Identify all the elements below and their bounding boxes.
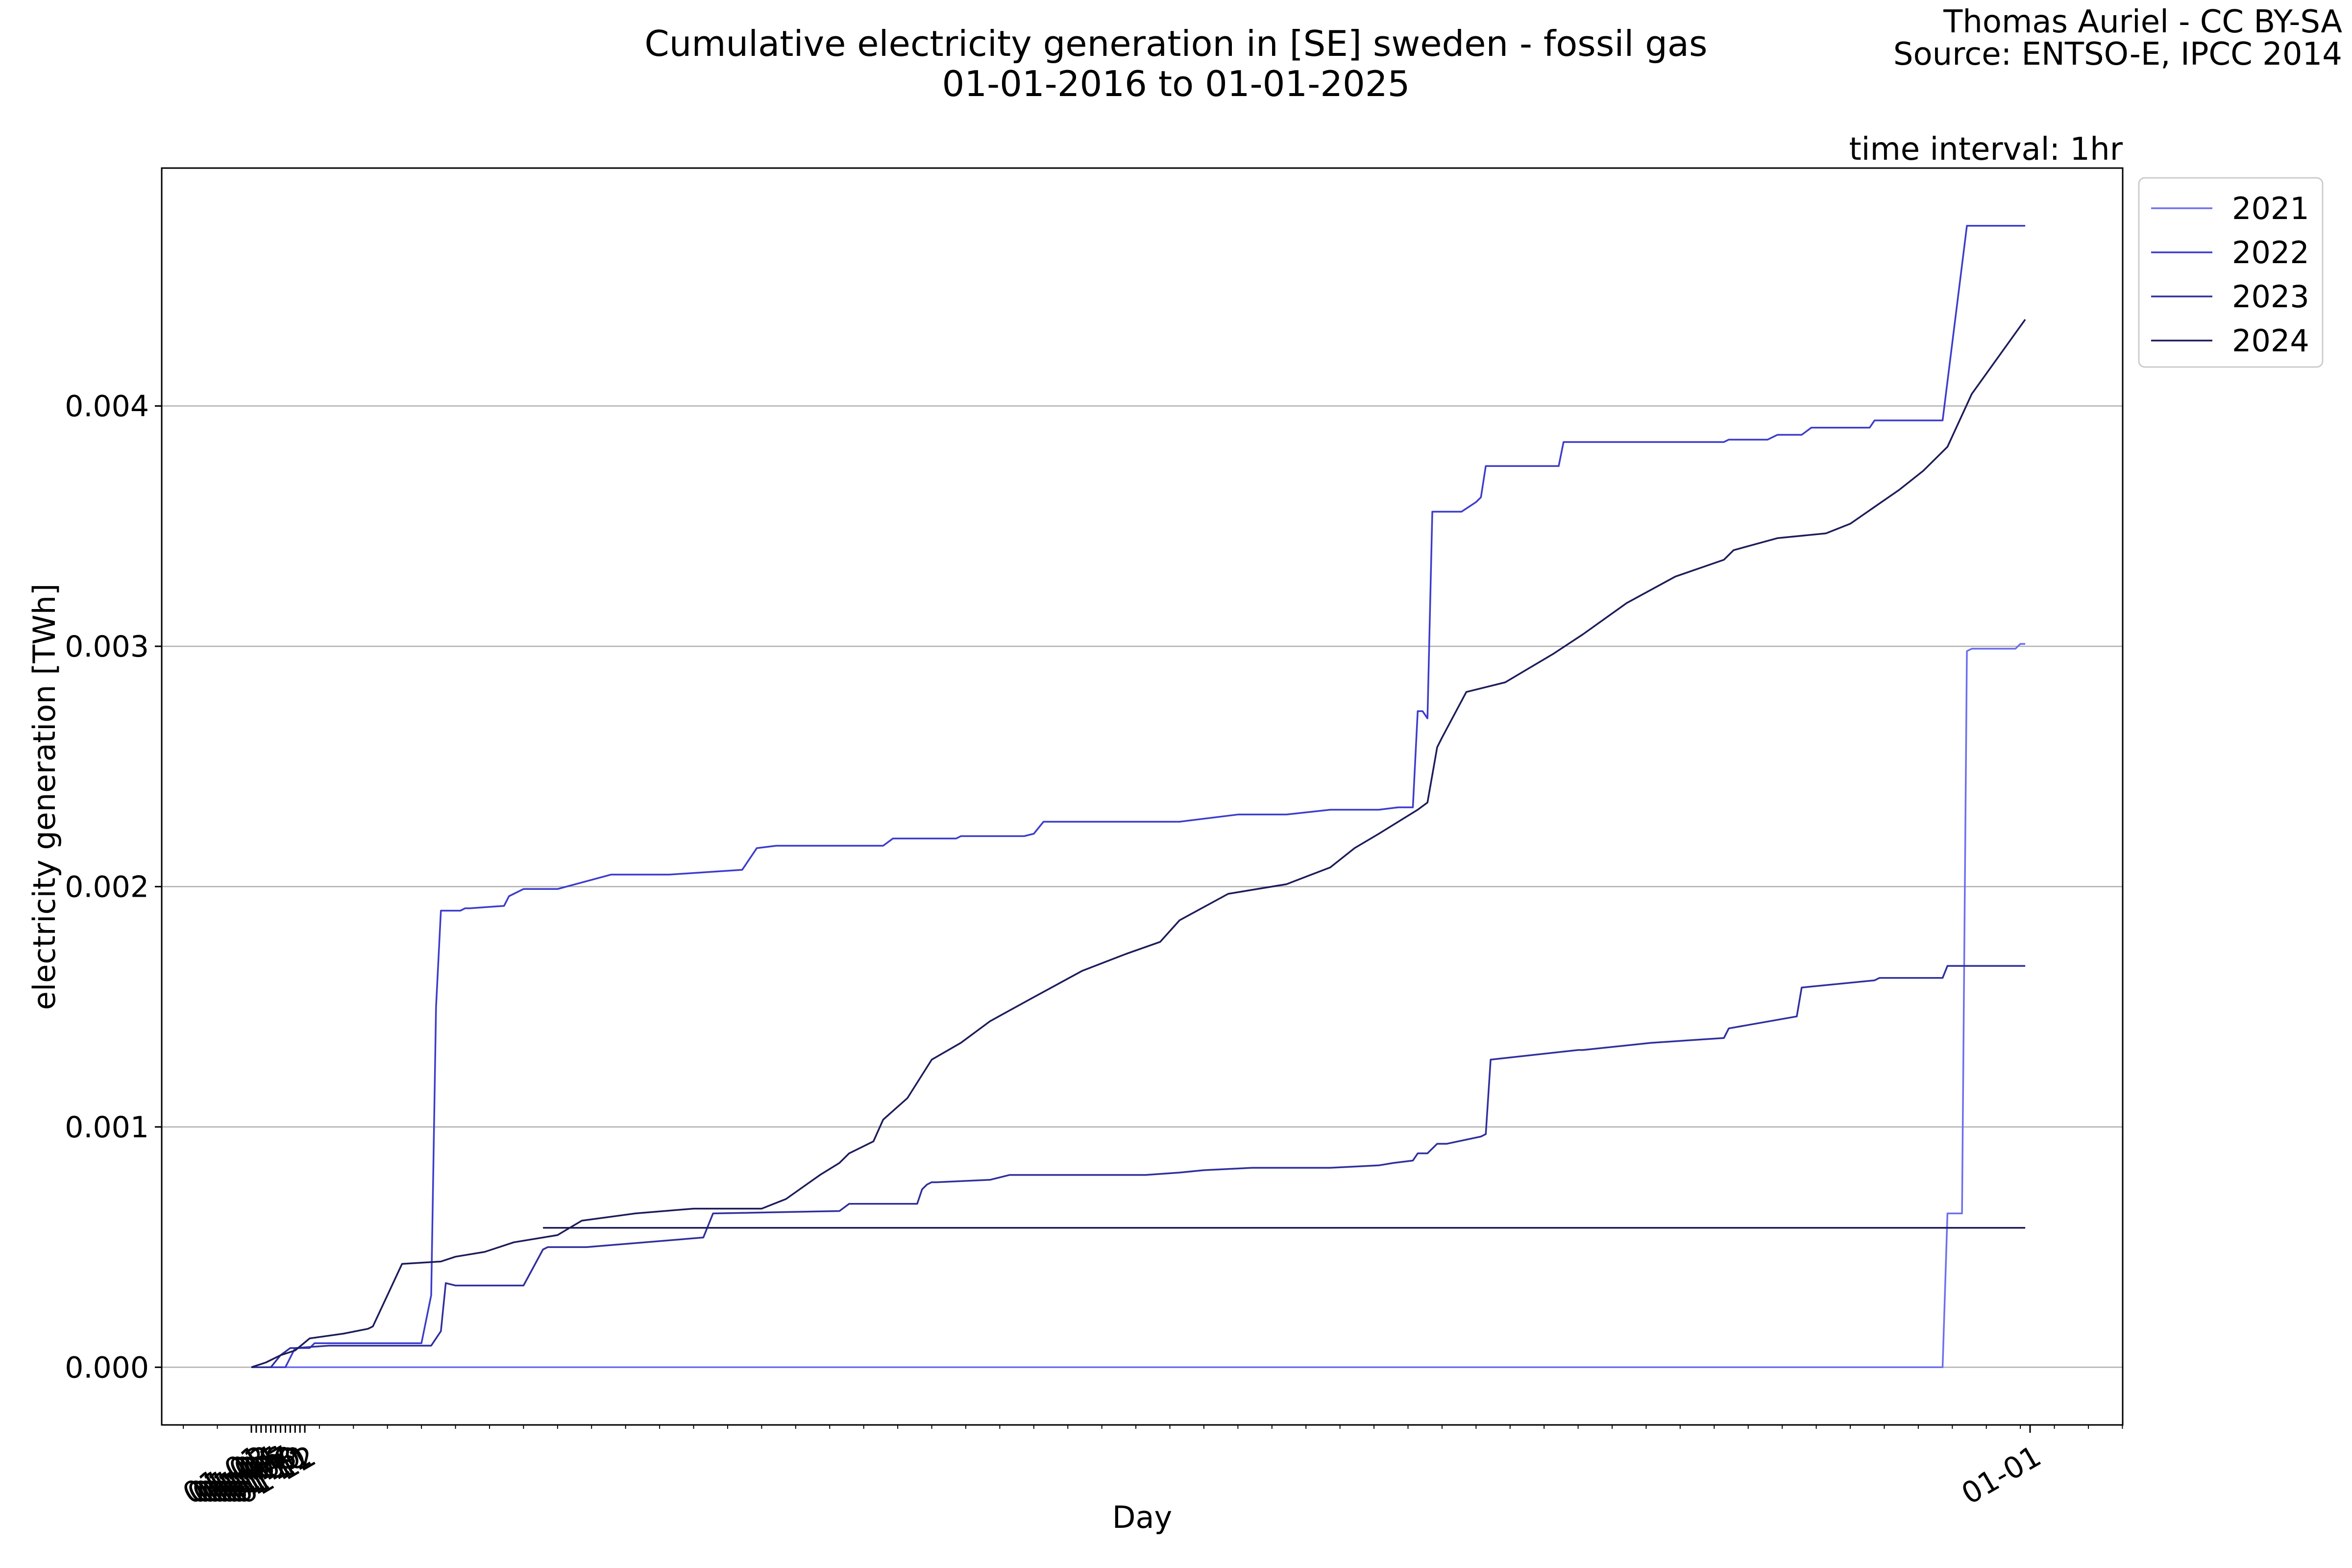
- series-line-2021: [251, 643, 2026, 1369]
- series-line-2024: [251, 318, 2026, 1368]
- y-tick-label: 0.000: [65, 1350, 149, 1385]
- series-line-2023: [251, 965, 2026, 1369]
- y-tick-label: 0.002: [65, 870, 149, 904]
- legend-box: [2138, 177, 2324, 368]
- time-interval-note: time interval: 1hr: [1849, 131, 2123, 168]
- plot-frame: [161, 167, 2124, 1426]
- chart-title: Cumulative electricity generation in [SE…: [644, 23, 1707, 64]
- legend-label: 2023: [2232, 279, 2309, 315]
- series-line-2022: [251, 224, 2026, 1369]
- legend: 2021 2022 2023 2024: [2151, 191, 2309, 359]
- x-axis-label: Day: [1112, 1499, 1172, 1535]
- y-tick-label: 0.003: [65, 630, 149, 664]
- chart-subtitle: 01-01-2016 to 01-01-2025: [942, 63, 1410, 104]
- y-tick-label: 0.001: [65, 1110, 149, 1145]
- legend-label: 2022: [2232, 235, 2309, 270]
- credit-text: Thomas Auriel - CC BY-SA: [1943, 4, 2342, 40]
- legend-label: 2024: [2232, 323, 2309, 359]
- y-tick-label: 0.004: [65, 390, 149, 424]
- source-text: Source: ENTSO-E, IPCC 2014: [1893, 36, 2342, 73]
- legend-label: 2021: [2232, 191, 2309, 226]
- series-lines: [251, 224, 2026, 1369]
- y-axis-label: electricity generation [TWh]: [26, 584, 62, 1010]
